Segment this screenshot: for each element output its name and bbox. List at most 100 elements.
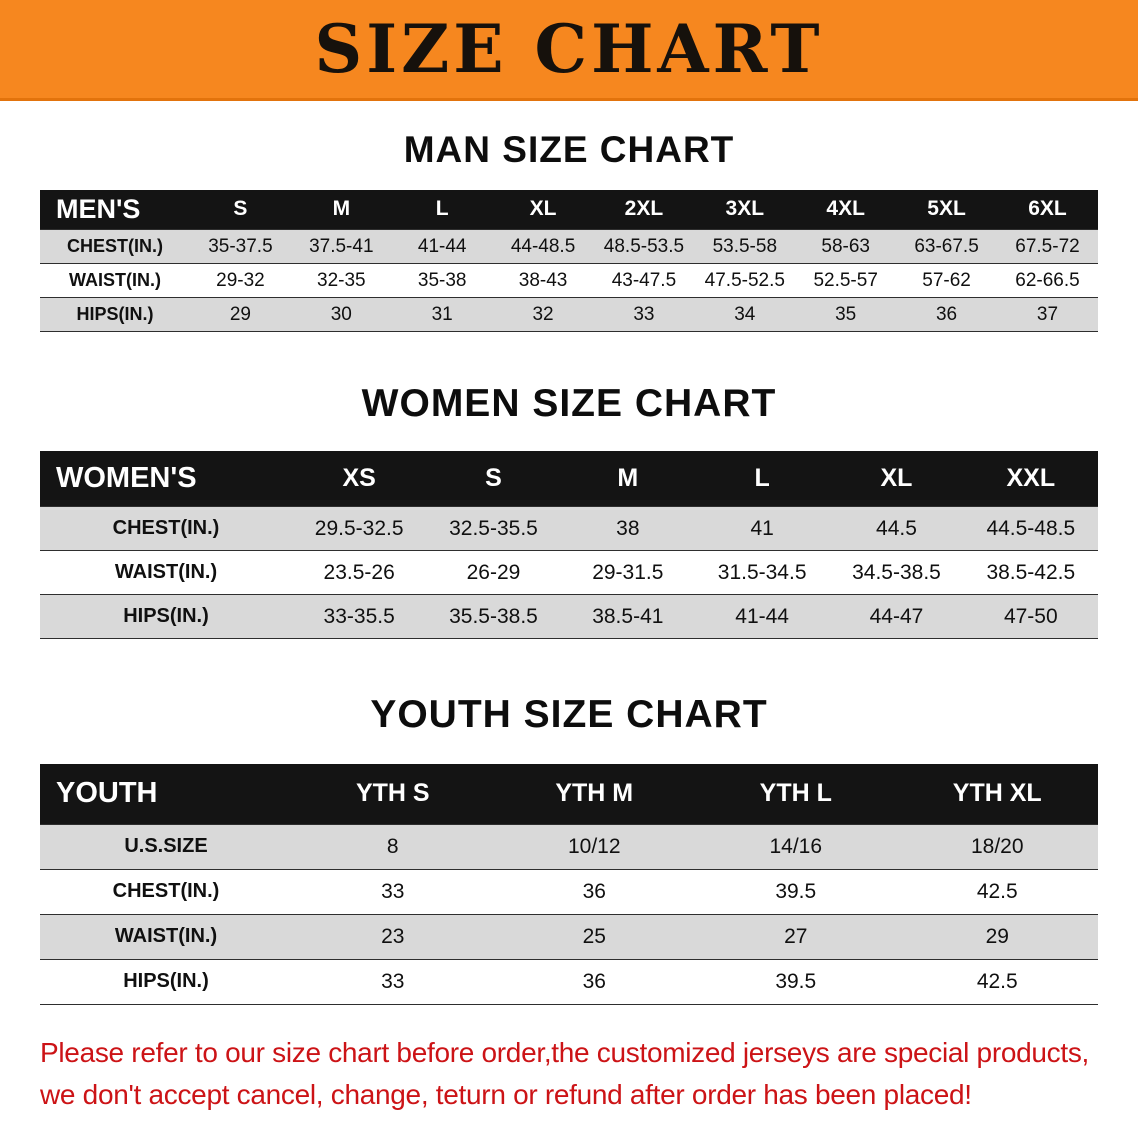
table-row: WAIST(IN.) 23.5-26 26-29 29-31.5 31.5-34.5 34… (40, 550, 1098, 596)
size-value-cell: 36 (896, 297, 997, 333)
size-value-cell: 36 (493, 868, 695, 915)
size-column-header: 5XL (896, 189, 997, 230)
size-value-cell: 10/12 (493, 823, 695, 870)
size-column-header: 2XL (593, 189, 695, 230)
size-value-cell: 27 (695, 913, 897, 960)
size-column-header: S (190, 189, 291, 230)
size-value-cell: 53.5-58 (694, 229, 796, 265)
size-value-cell: 35-37.5 (190, 229, 291, 265)
size-value-cell: 35 (795, 297, 897, 333)
size-value-cell: 30 (290, 297, 392, 333)
size-value-cell: 37 (997, 297, 1098, 333)
table-row: WAIST(IN.) 29-32 32-35 35-38 38-43 43-47.5 47.… (40, 263, 1098, 299)
size-column-header: YTH L (695, 764, 897, 825)
size-value-cell: 33 (292, 868, 494, 915)
row-label: CHEST(IN.) (40, 506, 292, 552)
size-value-cell: 33 (292, 958, 494, 1005)
size-value-cell: 38-43 (492, 263, 594, 299)
size-value-cell: 42.5 (896, 958, 1098, 1005)
size-value-cell: 44-48.5 (492, 229, 594, 265)
size-value-cell: 41-44 (391, 229, 493, 265)
size-column-header: XL (492, 189, 594, 230)
size-column-header: L (694, 450, 830, 507)
size-value-cell: 48.5-53.5 (593, 229, 695, 265)
size-value-cell: 29 (190, 297, 291, 333)
youth-section-heading: YOUTH SIZE CHART (370, 693, 768, 737)
size-value-cell: 37.5-41 (290, 229, 392, 265)
size-value-cell: 34.5-38.5 (829, 550, 964, 596)
table-row: HIPS(IN.) 33 36 39.5 42.5 (40, 958, 1098, 1005)
row-label: CHEST(IN.) (40, 868, 292, 915)
row-label: HIPS(IN.) (40, 594, 292, 640)
size-value-cell: 32 (492, 297, 594, 333)
size-value-cell: 26-29 (426, 550, 561, 596)
size-column-header: 6XL (997, 189, 1098, 230)
men-section-heading: MAN SIZE CHART (403, 129, 735, 170)
table-corner-label: YOUTH (40, 764, 292, 825)
size-value-cell: 34 (694, 297, 796, 333)
row-label: HIPS(IN.) (40, 958, 292, 1005)
row-label: CHEST(IN.) (40, 229, 190, 265)
women-size-table: WOMEN'S XS S M L XL XXL CHEST(IN.) 29.5-32.5 32.5… (40, 450, 1098, 640)
size-value-cell: 63-67.5 (896, 229, 997, 265)
size-value-cell: 29 (896, 913, 1098, 960)
size-value-cell: 35.5-38.5 (426, 594, 561, 640)
size-value-cell: 47-50 (963, 594, 1098, 640)
size-column-header: L (391, 189, 493, 230)
size-value-cell: 39.5 (695, 868, 897, 915)
size-value-cell: 29.5-32.5 (292, 506, 427, 552)
size-value-cell: 38.5-41 (560, 594, 695, 640)
page-title: SIZE CHART (314, 10, 824, 88)
size-value-cell: 33-35.5 (292, 594, 427, 640)
table-row: CHEST(IN.) 33 36 39.5 42.5 (40, 868, 1098, 915)
size-value-cell: 32-35 (290, 263, 392, 299)
size-value-cell: 57-62 (896, 263, 997, 299)
table-row: HIPS(IN.) 29 30 31 32 33 34 35 36 37 (40, 297, 1098, 333)
size-value-cell: 67.5-72 (997, 229, 1098, 265)
size-value-cell: 33 (593, 297, 695, 333)
size-value-cell: 42.5 (896, 868, 1098, 915)
size-column-header: YTH XL (896, 764, 1098, 825)
size-value-cell: 38 (560, 506, 695, 552)
size-value-cell: 31 (391, 297, 493, 333)
table-row: HIPS(IN.) 33-35.5 35.5-38.5 38.5-41 41-44 44-… (40, 594, 1098, 640)
youth-size-section: YOUTH SIZE CHART YOUTH YTH S YTH M YTH L YTH… (0, 693, 1138, 1005)
size-value-cell: 25 (493, 913, 695, 960)
table-header-row: YOUTH YTH S YTH M YTH L YTH XL (40, 764, 1098, 825)
table-row: CHEST(IN.) 29.5-32.5 32.5-35.5 38 41 44.5 44.5… (40, 506, 1098, 552)
table-corner-label: MEN'S (40, 189, 190, 230)
disclaimer-line-1: Please refer to our size chart before or… (40, 1036, 1090, 1068)
table-corner-label: WOMEN'S (40, 450, 292, 507)
men-size-table: MEN'S S M L XL 2XL 3XL 4XL 5XL 6XL CHEST(IN.) 35-37… (40, 189, 1098, 333)
table-header-row: WOMEN'S XS S M L XL XXL (40, 450, 1098, 507)
size-column-header: XS (292, 450, 427, 507)
row-label: WAIST(IN.) (40, 550, 292, 596)
size-value-cell: 8 (292, 823, 494, 870)
size-value-cell: 41-44 (694, 594, 830, 640)
size-column-header: 4XL (795, 189, 897, 230)
size-value-cell: 36 (493, 958, 695, 1005)
table-row: U.S.SIZE 8 10/12 14/16 18/20 (40, 823, 1098, 870)
table-row: CHEST(IN.) 35-37.5 37.5-41 41-44 44-48.5 48.5… (40, 229, 1098, 265)
size-value-cell: 23 (292, 913, 494, 960)
youth-size-table: YOUTH YTH S YTH M YTH L YTH XL U.S.SIZE 8 10/12… (40, 764, 1098, 1005)
size-value-cell: 14/16 (695, 823, 897, 870)
size-value-cell: 62-66.5 (997, 263, 1098, 299)
size-value-cell: 29-31.5 (560, 550, 695, 596)
size-value-cell: 52.5-57 (795, 263, 897, 299)
size-column-header: XXL (963, 450, 1098, 507)
size-value-cell: 38.5-42.5 (963, 550, 1098, 596)
size-value-cell: 31.5-34.5 (694, 550, 830, 596)
row-label: WAIST(IN.) (40, 913, 292, 960)
men-size-section: MAN SIZE CHART MEN'S S M L XL 2XL 3XL 4XL 5XL 6XL… (0, 129, 1138, 333)
size-value-cell: 43-47.5 (593, 263, 695, 299)
size-column-header: XL (829, 450, 964, 507)
size-value-cell: 58-63 (795, 229, 897, 265)
size-column-header: M (560, 450, 695, 507)
size-value-cell: 47.5-52.5 (694, 263, 796, 299)
size-value-cell: 32.5-35.5 (426, 506, 561, 552)
size-value-cell: 44-47 (829, 594, 964, 640)
women-section-heading: WOMEN SIZE CHART (361, 382, 777, 426)
size-value-cell: 29-32 (190, 263, 291, 299)
